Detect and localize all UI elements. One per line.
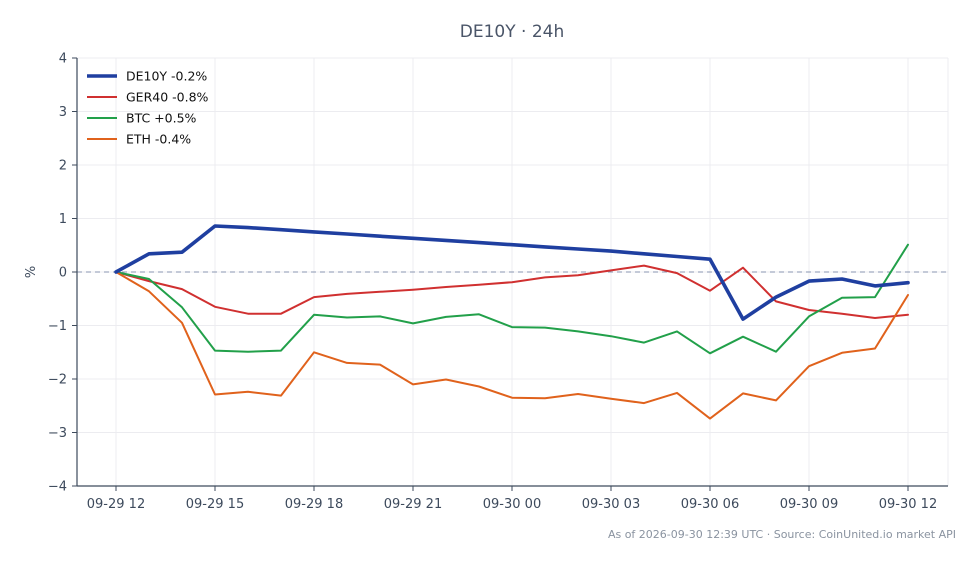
legend: DE10Y -0.2% GER40 -0.8% BTC +0.5% ETH -0.4% xyxy=(87,69,209,147)
y-tick-label: −1 xyxy=(48,319,67,334)
legend-item: ETH -0.4% xyxy=(87,132,191,147)
x-tick-label: 09-29 15 xyxy=(186,497,244,512)
y-tick-label: 1 xyxy=(59,212,67,227)
y-tick-label: −4 xyxy=(48,480,67,495)
chart-title: DE10Y · 24h xyxy=(460,22,564,42)
legend-item: DE10Y -0.2% xyxy=(87,69,207,84)
series-lines xyxy=(114,224,910,420)
series-line-3 xyxy=(115,271,909,420)
axes xyxy=(72,57,948,491)
y-tick-label: −2 xyxy=(48,373,67,388)
y-axis-label: % xyxy=(24,266,39,278)
y-tick-label: 0 xyxy=(59,266,67,281)
x-tick-label: 09-29 21 xyxy=(384,497,442,512)
series-line-1 xyxy=(115,264,909,319)
legend-label: DE10Y -0.2% xyxy=(126,69,207,84)
legend-label: ETH -0.4% xyxy=(126,132,191,147)
legend-label: BTC +0.5% xyxy=(126,111,197,126)
y-tick-label: 4 xyxy=(59,52,67,67)
legend-item: GER40 -0.8% xyxy=(87,90,209,105)
y-tick-label: 3 xyxy=(59,105,67,120)
legend-item: BTC +0.5% xyxy=(87,111,197,126)
x-tick-label: 09-30 06 xyxy=(681,497,739,512)
y-tick-label: −3 xyxy=(48,426,67,441)
x-tick-label: 09-30 03 xyxy=(582,497,640,512)
x-tick-label: 09-29 18 xyxy=(285,497,343,512)
footer-source: As of 2026-09-30 12:39 UTC · Source: Coi… xyxy=(608,528,956,541)
x-tick-label: 09-29 12 xyxy=(87,497,145,512)
y-tick-label: 2 xyxy=(59,159,67,174)
series-line-0 xyxy=(114,224,910,321)
x-tick-label: 09-30 09 xyxy=(780,497,838,512)
x-tick-label: 09-30 00 xyxy=(483,497,541,512)
series-line-2 xyxy=(115,243,909,355)
legend-label: GER40 -0.8% xyxy=(126,90,209,105)
tick-labels: 4 3 2 1 0 −1 −2 −3 −4 09-29 12 09-29 15 09-29 18 09-… xyxy=(48,52,937,513)
x-tick-label: 09-30 12 xyxy=(879,497,937,512)
